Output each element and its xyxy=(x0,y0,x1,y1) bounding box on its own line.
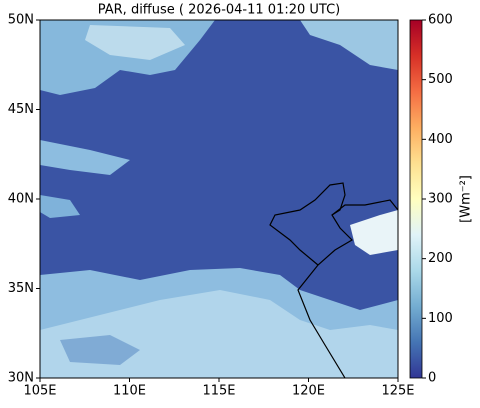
colorbar-tick-label: 0 xyxy=(428,371,436,386)
y-tick-label: 35N xyxy=(8,281,34,296)
x-tick-label: 110E xyxy=(113,384,146,399)
colorbar-tick-label: 500 xyxy=(428,72,453,87)
y-tick-label: 45N xyxy=(8,102,34,117)
colorbar-label: [Wm⁻²] xyxy=(459,175,474,223)
map-field xyxy=(40,20,398,378)
x-tick-label: 125E xyxy=(381,384,414,399)
colorbar xyxy=(409,19,423,379)
y-tick-label: 30N xyxy=(8,371,34,386)
colorbar-tick-label: 300 xyxy=(428,192,453,207)
colorbar-tick-label: 400 xyxy=(428,132,453,147)
x-tick-label: 120E xyxy=(292,384,325,399)
y-tick-label: 50N xyxy=(8,13,34,28)
x-tick-label: 115E xyxy=(202,384,235,399)
colorbar-tick-label: 100 xyxy=(428,311,453,326)
x-tick-label: 105E xyxy=(23,384,56,399)
y-tick-label: 40N xyxy=(8,192,34,207)
colorbar-tick-label: 600 xyxy=(428,13,453,28)
colorbar-tick-label: 200 xyxy=(428,251,453,266)
chart-title: PAR, diffuse ( 2026-04-11 01:20 UTC) xyxy=(98,3,341,18)
